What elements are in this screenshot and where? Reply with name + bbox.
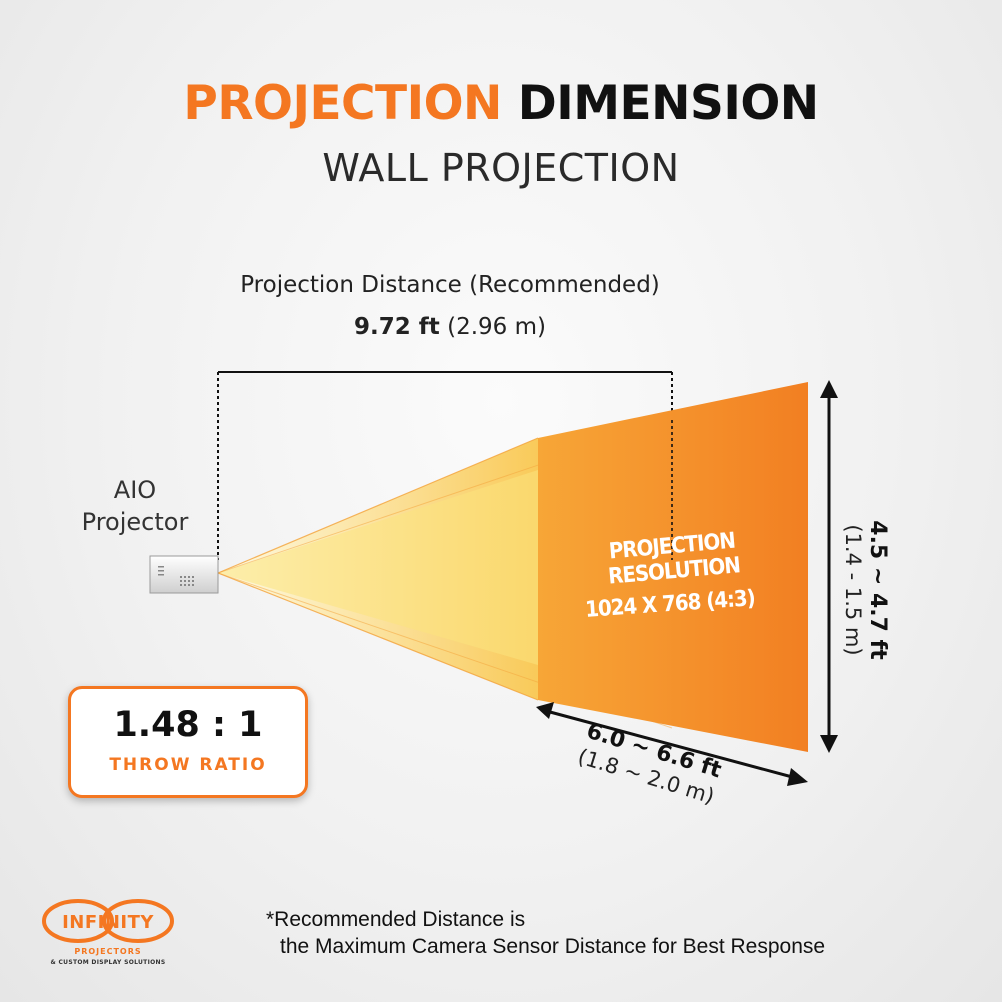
height-label: 4.5 ~ 4.7 ft (1.4 - 1.5 m) [830,500,890,680]
projection-screen [538,382,808,752]
width-double-arrow-icon [536,702,808,786]
distance-ft: 9.72 ft [354,314,440,340]
projector-icon [149,555,219,594]
projector-label-line2: Projector [81,508,189,536]
light-beam [217,419,673,729]
height-double-arrow-icon [820,380,838,753]
brand-logo: INFINITY PROJECTORS & CUSTOM DISPLAY SOL… [38,898,178,973]
throw-ratio-value: 1.48 : 1 [113,705,263,745]
projector-label: AIO Projector [60,474,210,538]
distance-value: 9.72 ft (2.96 m) [250,314,650,340]
logo-name: INFINITY [62,912,154,933]
logo-sub2: & CUSTOM DISPLAY SOLUTIONS [50,959,166,966]
throw-ratio-label: THROW RATIO [109,755,267,775]
logo-sub1: PROJECTORS [74,947,142,956]
title-dark: DIMENSION [517,76,819,131]
footnote: *Recommended Distance is the Maximum Cam… [266,906,825,960]
page-title: PROJECTION DIMENSION [0,76,1002,131]
footnote-line2: the Maximum Camera Sensor Distance for B… [280,935,826,958]
throw-ratio-card: 1.48 : 1 THROW RATIO [68,686,308,798]
page-subtitle: WALL PROJECTION [322,146,680,190]
distance-m: (2.96 m) [447,314,546,340]
title-accent: PROJECTION [183,76,502,131]
footnote-line1: *Recommended Distance is [266,908,526,931]
infinity-logo [42,899,174,943]
height-ft: 4.5 ~ 4.7 ft [865,520,890,660]
height-m: (1.4 - 1.5 m) [841,524,865,656]
distance-label: Projection Distance (Recommended) [240,272,660,298]
projector-label-line1: AIO [113,476,157,504]
